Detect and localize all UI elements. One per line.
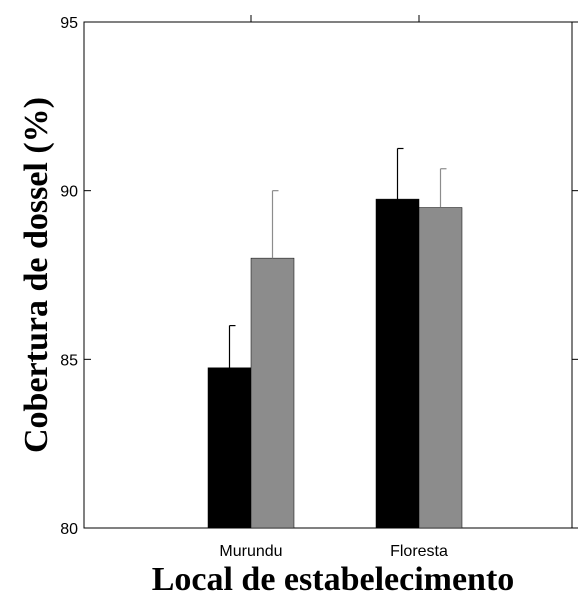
bar xyxy=(207,367,252,529)
labels-group: 80 85 90 95 Murundu Floresta xyxy=(60,15,448,560)
y-tick-label: 80 xyxy=(60,521,78,538)
y-tick-label: 95 xyxy=(60,15,78,32)
bar xyxy=(250,257,295,529)
bar xyxy=(375,198,420,529)
plot-border xyxy=(83,21,573,529)
bar xyxy=(418,207,463,529)
bars-group xyxy=(207,198,463,529)
x-axis-title: Local de estabelecimento xyxy=(152,561,515,598)
error-bars-group xyxy=(228,147,447,368)
x-tick-label: Murundu xyxy=(219,543,282,560)
ticks-group xyxy=(84,15,578,529)
y-tick-label: 85 xyxy=(60,352,78,369)
x-tick-label: Floresta xyxy=(390,543,448,560)
y-tick-label: 90 xyxy=(60,184,78,201)
y-axis-title: Cobertura de dossel (%) xyxy=(18,97,55,453)
plot-frame xyxy=(83,21,573,529)
